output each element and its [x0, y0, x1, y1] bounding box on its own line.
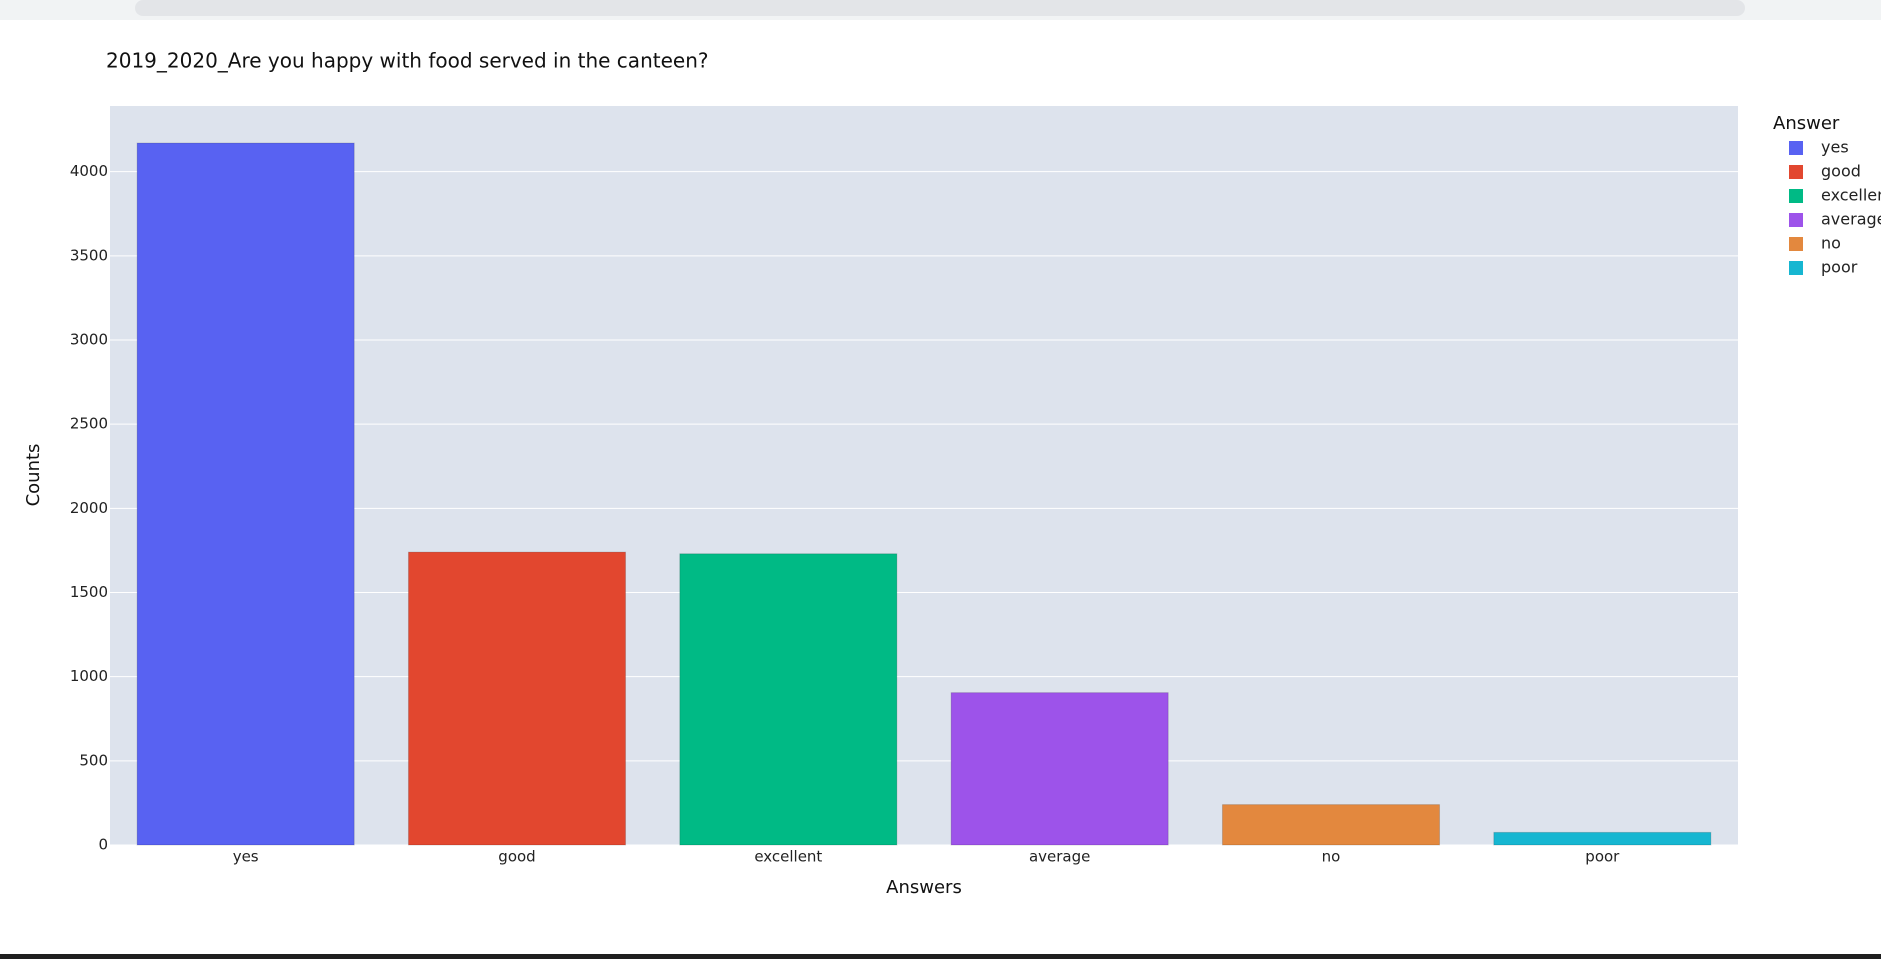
- address-bar[interactable]: [135, 0, 1745, 16]
- y-tick-label: 1500: [70, 583, 108, 601]
- legend-label: excellent: [1821, 186, 1881, 205]
- y-tick-label: 2500: [70, 415, 108, 433]
- x-tick-label: no: [1322, 848, 1341, 866]
- legend-swatch: [1789, 165, 1803, 179]
- legend-swatch: [1789, 189, 1803, 203]
- bar: [1493, 831, 1712, 846]
- x-tick-label: excellent: [754, 848, 822, 866]
- chart-title: 2019_2020_Are you happy with food served…: [106, 49, 708, 73]
- bar: [679, 553, 898, 846]
- legend-swatch: [1789, 141, 1803, 155]
- y-tick-label: 4000: [70, 162, 108, 180]
- x-tick-label: poor: [1585, 848, 1620, 866]
- legend-title: Answer: [1773, 113, 1840, 134]
- y-axis-title: Counts: [23, 444, 44, 507]
- y-tick-label: 3000: [70, 330, 108, 348]
- bar: [136, 142, 355, 846]
- legend-swatch: [1789, 213, 1803, 227]
- x-axis-title: Answers: [886, 877, 962, 898]
- plot-area: [110, 106, 1738, 845]
- legend-label: no: [1821, 234, 1841, 253]
- taskbar: [0, 954, 1881, 959]
- y-tick-label: 2000: [70, 499, 108, 517]
- x-tick-label: good: [498, 848, 535, 866]
- bar: [1221, 804, 1441, 846]
- bar: [407, 551, 627, 846]
- y-tick-label: 3500: [70, 246, 108, 264]
- legend-swatch: [1789, 261, 1803, 275]
- legend-label: poor: [1821, 258, 1858, 277]
- legend-label: good: [1821, 162, 1861, 181]
- bar: [950, 692, 1169, 846]
- y-tick-label: 1000: [70, 667, 108, 685]
- x-tick-label: yes: [233, 848, 259, 866]
- x-tick-label: average: [1029, 848, 1090, 866]
- y-tick-label: 0: [98, 836, 108, 854]
- y-tick-label: 500: [79, 751, 108, 769]
- legend-label: yes: [1821, 138, 1849, 157]
- legend-label: average: [1821, 210, 1881, 229]
- legend-swatch: [1789, 237, 1803, 251]
